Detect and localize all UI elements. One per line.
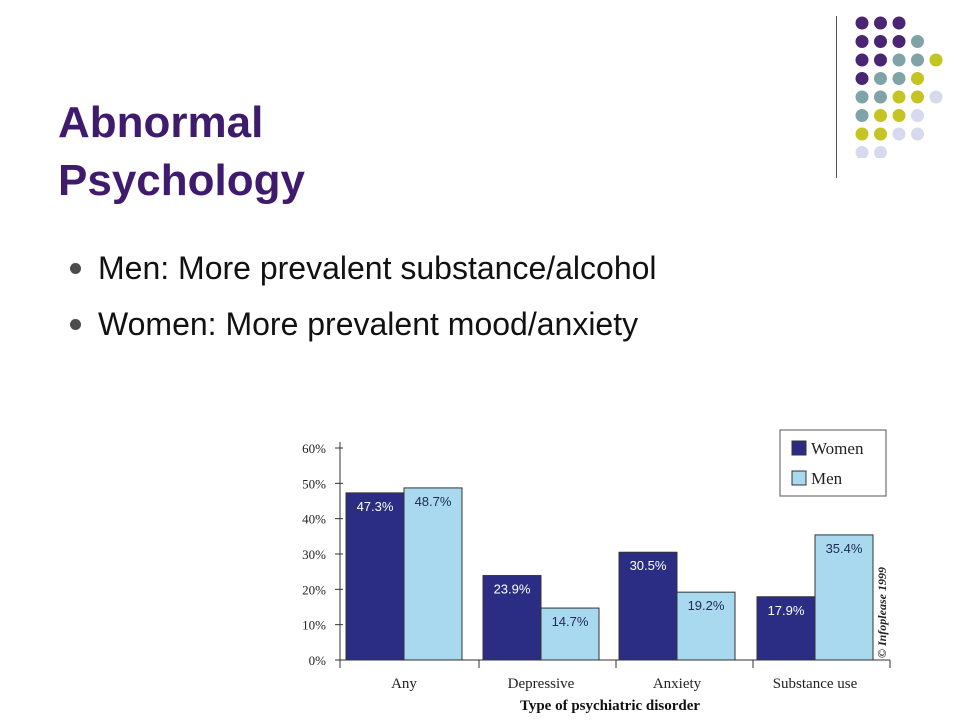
bar-value-label: 47.3% [357,499,394,514]
decorative-dot-icon [911,127,924,141]
decorative-dot-icon [874,90,887,104]
decorative-dot-icon [892,53,906,67]
chart-copyright: © Infoplease 1999 [875,567,889,658]
legend-label-women: Women [811,439,864,458]
bar-value-label: 48.7% [415,494,452,509]
bar-value-label: 35.4% [826,541,863,556]
slide-title-line-1: Abnormal [58,98,264,147]
decorative-dot-icon [874,146,887,158]
decorative-dot-icon [911,53,924,67]
decorative-divider-line [836,16,837,178]
bar-value-label: 23.9% [494,582,531,597]
bullet-text-men: Men: More prevalent substance/alcohol [98,250,657,286]
chart-legend: Women Men [779,429,887,497]
y-tick-label: 0% [309,653,327,668]
decorative-dot-icon [855,16,869,30]
x-tick-label: Any [391,676,417,692]
bar-women [756,596,816,661]
bar-men [540,607,600,661]
y-tick-label: 30% [302,547,326,562]
decorative-dot-icon [855,146,869,158]
bar-men [403,487,463,661]
bar-men [814,534,874,661]
decorative-dot-icon [911,35,924,48]
decorative-dot-icon [855,35,869,48]
decorative-dot-icon [855,90,869,104]
x-tick-label: Anxiety [653,676,702,692]
bullet-item-women: Women: More prevalent mood/anxiety [70,296,657,352]
decorative-dot-icon [874,72,887,85]
bullet-text-women: Women: More prevalent mood/anxiety [98,306,639,342]
legend-swatch-men [791,470,807,486]
decorative-dot-icon [911,72,924,85]
decorative-dot-icon [892,109,906,122]
decorative-dot-icon [874,127,887,141]
decorative-dot-icon [892,16,906,30]
bar-women [618,551,678,661]
x-axis-title: Type of psychiatric disorder [520,698,700,714]
y-tick-label: 40% [302,512,326,527]
decorative-dot-icon [855,109,869,122]
y-tick-label: 50% [302,476,326,491]
x-tick-label: Substance use [773,676,858,692]
y-tick-label: 20% [302,582,326,597]
decorative-dot-icon [911,90,924,104]
decorative-dot-icon [892,35,906,48]
decorative-dot-icon [874,109,887,122]
decorative-dot-icon [892,72,906,85]
bullet-dot-icon [70,319,81,330]
bar-value-label: 17.9% [768,603,805,618]
decorative-dot-grid [855,16,943,158]
bar-value-label: 30.5% [630,558,667,573]
legend-swatch-women [791,440,807,456]
bullet-item-men: Men: More prevalent substance/alcohol [70,240,657,296]
bar-value-label: 19.2% [688,598,725,613]
y-tick-label: 60% [302,441,326,456]
decorative-dot-icon [855,72,869,85]
slide-title: Abnormal Psychology [58,94,305,210]
decorative-dot-icon [874,53,887,67]
decorative-dot-icon [929,53,943,67]
slide-title-line-2: Psychology [58,156,305,205]
bullet-dot-icon [70,263,81,274]
decorative-dot-icon [892,127,906,141]
bullet-list: Men: More prevalent substance/alcohol Wo… [70,240,657,352]
decorative-dot-icon [892,90,906,104]
decorative-dot-icon [855,127,869,141]
bar-men [676,591,736,661]
disorder-prevalence-chart: 0% 10% 20% 30% 40% 50% 60% 47.3% 23.9% 30.5% 17.9%… [302,429,891,714]
decorative-dot-icon [929,90,943,104]
decorative-dot-icon [874,35,887,48]
y-tick-label: 10% [302,618,326,633]
decorative-dot-icon [911,109,924,122]
legend-label-men: Men [811,469,843,488]
bar-women [345,492,405,661]
decorative-dot-icon [855,53,869,67]
x-tick-label: Depressive [508,676,575,692]
decorative-dot-icon [874,16,887,30]
bar-value-label: 14.7% [552,614,589,629]
